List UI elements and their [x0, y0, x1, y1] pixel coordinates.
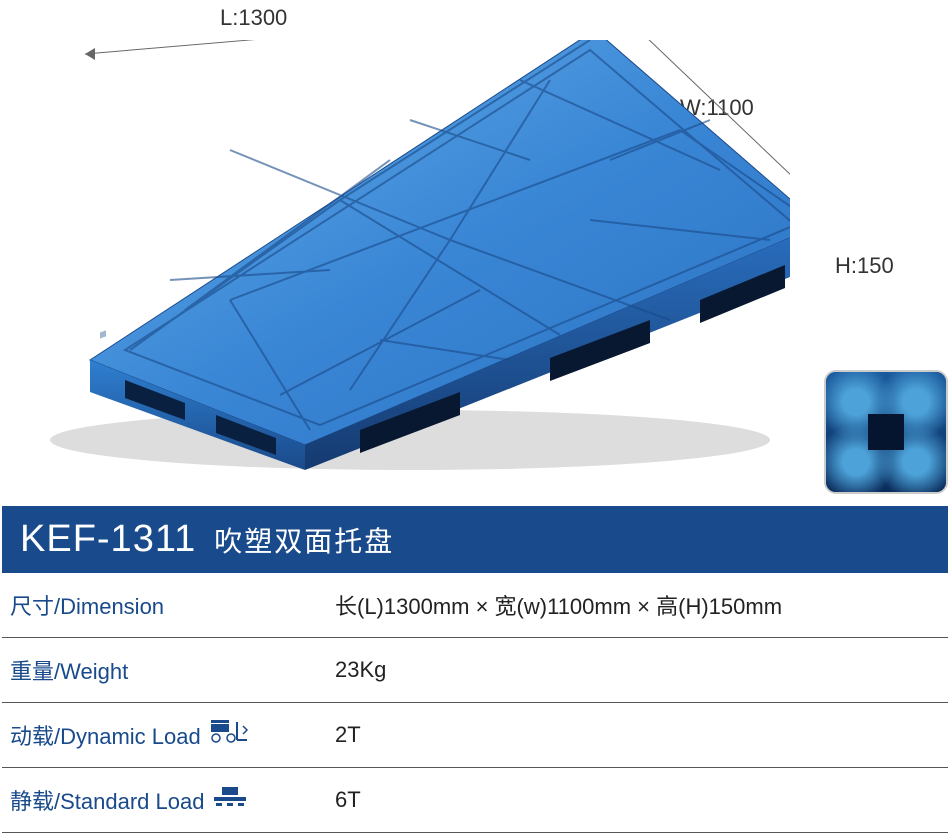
forklift-icon	[209, 720, 249, 750]
spec-value: 长(L)1300mm × 宽(w)1100mm × 高(H)150mm	[335, 589, 782, 621]
spec-value: 6T	[335, 787, 361, 813]
static-load-icon	[212, 787, 248, 813]
product-image-area: L:1300 W:1100 H:150	[0, 0, 950, 500]
dim-height-label: H:150	[835, 253, 894, 279]
spec-label-text: 重量/Weight	[10, 654, 128, 686]
spec-row-dynamic: 动载/Dynamic Load 2T	[2, 703, 948, 768]
title-bar: KEF-1311 吹塑双面托盘	[2, 506, 948, 573]
spec-row-dimension: 尺寸/Dimension 长(L)1300mm × 宽(w)1100mm × 高…	[2, 573, 948, 638]
spec-value: 23Kg	[335, 657, 386, 683]
pallet-illustration	[30, 40, 790, 470]
spec-label-text: 动载/Dynamic Load	[10, 719, 201, 751]
spec-label-text: 尺寸/Dimension	[10, 589, 164, 621]
spec-label: 尺寸/Dimension	[10, 589, 335, 621]
spec-label-text: 静载/Standard Load	[10, 784, 204, 816]
spec-table: 尺寸/Dimension 长(L)1300mm × 宽(w)1100mm × 高…	[2, 573, 948, 833]
detail-thumbnail	[824, 370, 948, 494]
model-code: KEF-1311	[20, 518, 196, 561]
spec-label: 动载/Dynamic Load	[10, 719, 335, 751]
spec-row-static: 静载/Standard Load 6T	[2, 768, 948, 833]
spec-value: 2T	[335, 722, 361, 748]
model-name: 吹塑双面托盘	[214, 520, 394, 560]
spec-label: 重量/Weight	[10, 654, 335, 686]
spec-row-weight: 重量/Weight 23Kg	[2, 638, 948, 703]
spec-label: 静载/Standard Load	[10, 784, 335, 816]
dim-length-label: L:1300	[220, 5, 287, 31]
